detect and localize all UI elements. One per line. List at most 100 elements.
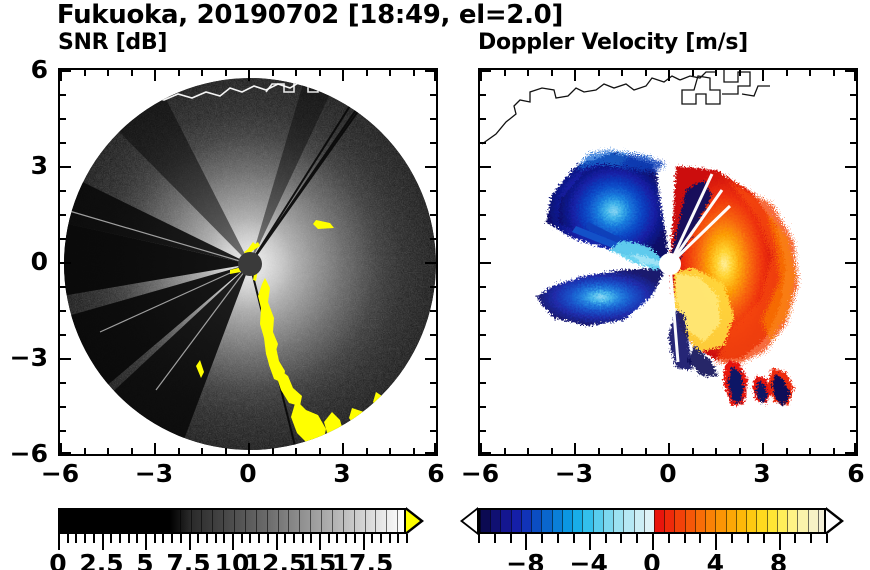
radar-site-hole — [659, 253, 681, 275]
doppler-colorbar-minor-tick — [604, 534, 607, 543]
y-minor-tick — [480, 214, 486, 216]
x-major-tick — [342, 443, 344, 454]
doppler-colorbar[interactable] — [440, 507, 870, 550]
snr-colorbar-major-tick — [58, 534, 60, 550]
left-y-tick-label: 3 — [30, 151, 48, 180]
snr-colorbar-major-tick — [362, 534, 365, 550]
y-major-tick — [480, 358, 491, 360]
doppler-colorbar-minor-tick — [541, 534, 544, 543]
x-minor-tick — [833, 448, 835, 454]
snr-colorbar-minor-tick — [153, 534, 156, 543]
snr-plot-area — [60, 70, 436, 454]
snr-plot-panel[interactable] — [58, 68, 438, 456]
doppler-colorbar-tick-label: −4 — [569, 549, 608, 570]
y-minor-tick — [430, 190, 436, 192]
snr-colorbar-minor-tick — [371, 534, 374, 543]
x-minor-tick — [833, 70, 835, 76]
right-panel-title: Doppler Velocity [m/s] — [478, 30, 748, 55]
y-minor-tick — [430, 94, 436, 96]
radar-site-marker — [238, 252, 262, 276]
snr-colorbar-minor-tick — [179, 534, 182, 543]
x-minor-tick — [715, 448, 717, 454]
snr-colorbar-minor-tick — [162, 534, 165, 543]
x-minor-tick — [739, 70, 741, 76]
doppler-colorbar-minor-tick — [683, 534, 686, 543]
snr-colorbar-minor-tick — [118, 534, 121, 543]
doppler-colorbar-major-tick — [715, 534, 718, 550]
snr-colorbar-minor-tick — [136, 534, 139, 543]
snr-colorbar-minor-tick — [345, 534, 348, 543]
x-minor-tick — [319, 70, 321, 76]
snr-colorbar-minor-tick — [66, 534, 69, 543]
y-minor-tick — [480, 94, 486, 96]
y-minor-tick — [430, 142, 436, 144]
snr-colorbar-minor-tick — [110, 534, 113, 543]
snr-colorbar-major-tick — [188, 534, 191, 550]
doppler-colorbar-tick-label: −8 — [506, 549, 545, 570]
y-minor-tick — [850, 310, 856, 312]
y-minor-tick — [60, 310, 66, 312]
x-minor-tick — [621, 448, 623, 454]
x-minor-tick — [84, 70, 86, 76]
x-major-tick — [574, 443, 576, 454]
doppler-colorbar-minor-tick — [557, 534, 560, 543]
left-y-tick-label: −6 — [9, 439, 48, 468]
doppler-plot-area — [480, 70, 856, 454]
y-minor-tick — [430, 214, 436, 216]
y-minor-tick — [430, 334, 436, 336]
x-major-tick — [154, 443, 156, 454]
y-minor-tick — [850, 430, 856, 432]
y-minor-tick — [60, 94, 66, 96]
y-major-tick — [480, 70, 491, 72]
x-minor-tick — [131, 448, 133, 454]
x-minor-tick — [366, 448, 368, 454]
x-major-tick — [668, 443, 670, 454]
y-major-tick — [425, 358, 436, 360]
snr-colorbar-minor-tick — [336, 534, 339, 543]
figure-title: Fukuoka, 20190702 [18:49, el=2.0] — [56, 0, 564, 30]
y-minor-tick — [430, 310, 436, 312]
snr-colorbar[interactable] — [0, 507, 460, 550]
y-minor-tick — [480, 406, 486, 408]
y-major-tick — [845, 166, 856, 168]
doppler-colorbar-under-color — [463, 510, 477, 532]
y-major-tick — [425, 166, 436, 168]
snr-colorbar-ramp — [58, 508, 406, 534]
doppler-colorbar-tick-label: 0 — [643, 549, 661, 570]
x-major-tick — [342, 70, 344, 81]
x-major-tick — [480, 70, 482, 81]
x-major-tick — [574, 70, 576, 81]
y-minor-tick — [480, 286, 486, 288]
snr-colorbar-major-tick — [101, 534, 104, 550]
doppler-colorbar-minor-tick — [794, 534, 797, 543]
x-minor-tick — [178, 448, 180, 454]
y-major-tick — [60, 166, 71, 168]
x-major-tick — [854, 443, 856, 454]
x-minor-tick — [786, 70, 788, 76]
doppler-plot-panel[interactable] — [478, 68, 858, 456]
left-y-tick-label: −3 — [9, 343, 48, 372]
y-major-tick — [845, 262, 856, 264]
x-minor-tick — [786, 448, 788, 454]
y-major-tick — [425, 262, 436, 264]
right-x-tick-label: −3 — [554, 459, 594, 488]
y-minor-tick — [60, 118, 66, 120]
snr-ppi-image — [60, 70, 436, 454]
snr-colorbar-tick-label: 12.5 — [244, 549, 307, 570]
doppler-colorbar-minor-tick — [478, 534, 480, 543]
snr-colorbar-tick-label: 5 — [136, 549, 154, 570]
y-minor-tick — [480, 190, 486, 192]
y-minor-tick — [430, 238, 436, 240]
y-minor-tick — [480, 238, 486, 240]
y-minor-tick — [60, 214, 66, 216]
snr-colorbar-minor-tick — [388, 534, 391, 543]
x-minor-tick — [692, 70, 694, 76]
left-x-tick-label: −6 — [40, 459, 80, 488]
doppler-colorbar-major-tick — [778, 534, 781, 550]
x-minor-tick — [272, 70, 274, 76]
snr-colorbar-minor-tick — [240, 534, 243, 543]
doppler-approaching-lobe — [546, 152, 670, 264]
y-minor-tick — [60, 286, 66, 288]
y-minor-tick — [850, 190, 856, 192]
